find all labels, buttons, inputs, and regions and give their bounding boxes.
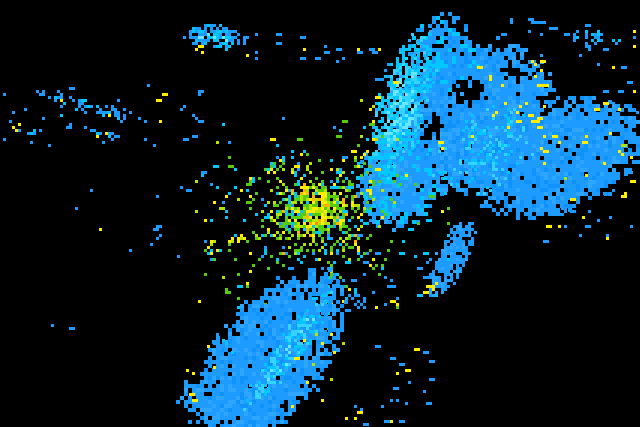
radar-precipitation-map bbox=[0, 0, 640, 427]
radar-canvas bbox=[0, 0, 640, 427]
